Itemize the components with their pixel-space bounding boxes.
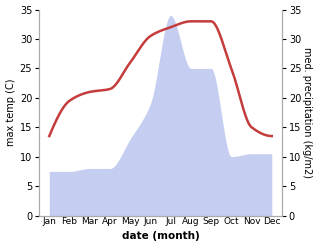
- Y-axis label: max temp (C): max temp (C): [5, 79, 16, 146]
- X-axis label: date (month): date (month): [122, 231, 199, 242]
- Y-axis label: med. precipitation (kg/m2): med. precipitation (kg/m2): [302, 47, 313, 178]
